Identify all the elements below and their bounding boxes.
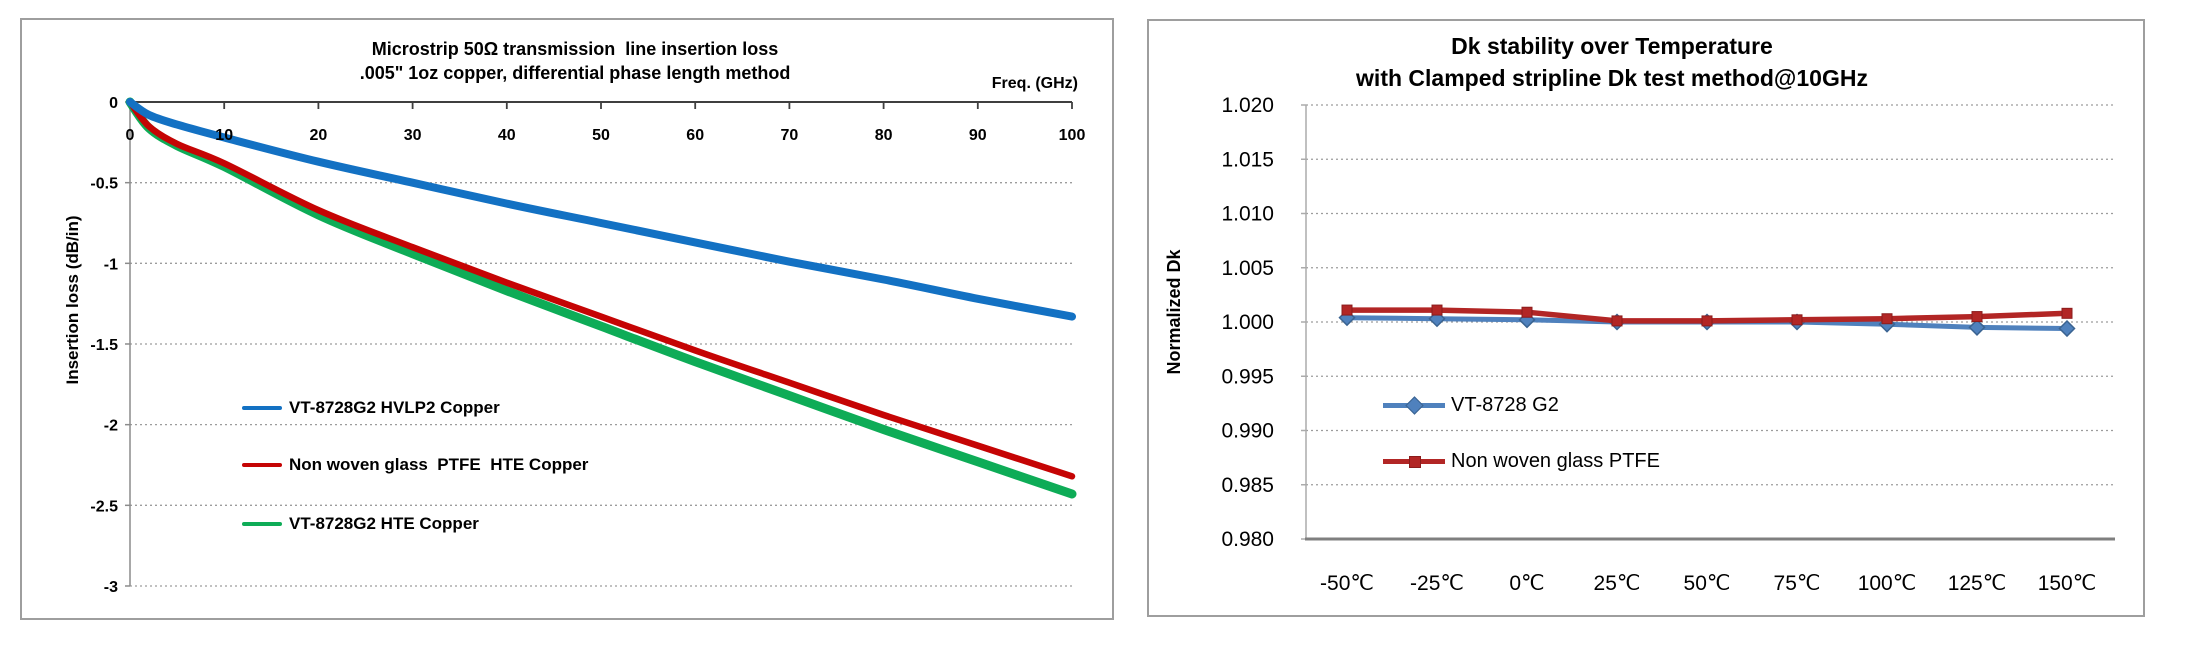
y-tick-label: -0.5 xyxy=(90,176,118,193)
diamond-marker-icon xyxy=(1405,396,1424,415)
legend-item-ptfe: Non woven glass PTFE HTE Copper xyxy=(242,454,588,476)
y-tick-label: 0.980 xyxy=(1221,528,1274,551)
legend-item-vt8728g2: VT-8728 G2 xyxy=(1383,394,1559,416)
y-tick-label: -3 xyxy=(104,579,118,596)
data-point-square xyxy=(1611,315,1623,327)
x-tick-label: 75℃ xyxy=(1774,572,1821,595)
data-point-square xyxy=(1971,311,1983,323)
x-tick-label: 90 xyxy=(969,127,987,144)
legend-swatch-blue xyxy=(1383,396,1445,415)
x-tick-label: 50 xyxy=(592,127,610,144)
x-tick-label: 100 xyxy=(1059,127,1086,144)
x-tick-label: 20 xyxy=(310,127,328,144)
legend-label: VT-8728 G2 xyxy=(1451,393,1559,416)
legend-line-swatch-green xyxy=(242,521,282,527)
x-tick-label: 40 xyxy=(498,127,516,144)
insertion-loss-plot: 0 -0.5 -1 -1.5 -2 -2.5 -3 0 10 20 30 40 50 60 70 80 90 10… xyxy=(90,95,1086,596)
y-tick-label: 1.010 xyxy=(1221,203,1274,226)
y-tick-label: -2.5 xyxy=(90,498,118,515)
legend-label: VT-8728G2 HVLP2 Copper xyxy=(289,398,500,417)
insertion-loss-chart-panel: Microstrip 50Ω transmission line inserti… xyxy=(20,18,1114,620)
y-tick-label: -2 xyxy=(104,418,118,435)
data-point-square xyxy=(1521,306,1533,318)
data-point-square xyxy=(1701,315,1713,327)
chart-title: Dk stability over Temperature xyxy=(1451,33,1773,59)
data-point-square xyxy=(1341,304,1353,316)
data-point-square xyxy=(2061,307,2073,319)
x-tick-label: 0℃ xyxy=(1509,572,1544,595)
chart-subtitle: with Clamped stripline Dk test method@10… xyxy=(1356,65,1868,91)
legend-line-swatch-red xyxy=(242,462,282,468)
chart-title: Microstrip 50Ω transmission line inserti… xyxy=(371,39,779,59)
data-point-diamond xyxy=(1968,318,1986,336)
y-tick-label: 1.020 xyxy=(1221,94,1274,117)
x-tick-label: 25℃ xyxy=(1594,572,1641,595)
series-line-vt-8728g2-hvlp2-copper xyxy=(126,98,1076,321)
x-axis-title: Freq. (GHz) xyxy=(991,75,1078,92)
legend-line-swatch-blue xyxy=(242,405,282,411)
y-tick-label: -1 xyxy=(104,256,118,273)
legend-label: VT-8728G2 HTE Copper xyxy=(289,514,479,533)
y-tick-label: 0.990 xyxy=(1221,420,1274,443)
series-line-vt-8728g2-hte-copper xyxy=(125,97,1077,499)
y-tick-label: 0 xyxy=(109,95,118,112)
y-tick-label: 0.985 xyxy=(1221,474,1274,497)
y-tick-label: -1.5 xyxy=(90,337,118,354)
data-point-square xyxy=(1791,314,1803,326)
dk-stability-plot: 1.020 1.015 1.010 1.005 1.000 0.995 0.990 0.985… xyxy=(1221,94,2115,595)
y-tick-label: 1.005 xyxy=(1221,257,1274,280)
legend-swatch-red xyxy=(1383,454,1445,468)
x-tick-label: 100℃ xyxy=(1858,572,1917,595)
y-tick-label: 0.995 xyxy=(1221,365,1274,388)
chart-subtitle: .005" 1oz copper, differential phase len… xyxy=(359,63,791,83)
legend-item-hvlp2: VT-8728G2 HVLP2 Copper xyxy=(242,397,500,419)
x-tick-label: 125℃ xyxy=(1948,572,2007,595)
x-tick-label: 80 xyxy=(875,127,893,144)
data-point-square xyxy=(1431,304,1443,316)
y-tick-label: 1.000 xyxy=(1221,311,1274,334)
y-tick-label: 1.015 xyxy=(1221,148,1274,171)
x-tick-label: 70 xyxy=(781,127,799,144)
series-line-non-woven-glass-ptfe-hte-copper xyxy=(126,98,1076,480)
x-tick-label: 150℃ xyxy=(2038,572,2097,595)
square-marker-icon xyxy=(1409,456,1421,468)
legend-item-hte: VT-8728G2 HTE Copper xyxy=(242,513,479,535)
x-tick-label: 10 xyxy=(215,127,233,144)
legend-label: Non woven glass PTFE HTE Copper xyxy=(289,455,589,474)
legend-item-nonwoven-ptfe: Non woven glass PTFE xyxy=(1383,450,1660,472)
data-point-diamond xyxy=(2058,319,2076,338)
x-tick-label: 30 xyxy=(404,127,422,144)
data-point-square xyxy=(1881,313,1893,325)
legend-label: Non woven glass PTFE xyxy=(1451,449,1660,472)
x-tick-label: -50℃ xyxy=(1320,572,1374,595)
dk-stability-chart-panel: Dk stability over Temperature with Clamp… xyxy=(1147,19,2145,617)
x-tick-label: 50℃ xyxy=(1684,572,1731,595)
x-tick-label: -25℃ xyxy=(1410,572,1464,595)
x-tick-label: 60 xyxy=(686,127,704,144)
x-tick-label: 0 xyxy=(126,127,135,144)
